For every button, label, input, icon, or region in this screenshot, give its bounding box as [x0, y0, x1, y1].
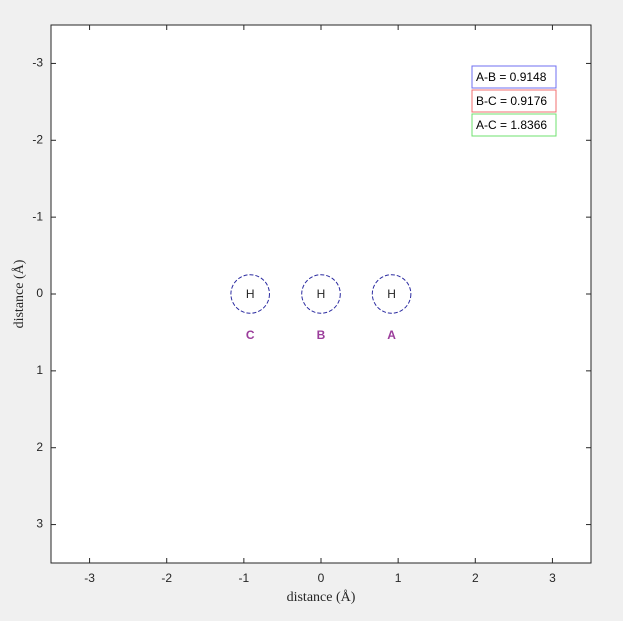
- atom-label: C: [246, 328, 255, 342]
- y-tick-label: -3: [32, 56, 43, 70]
- x-tick-label: 3: [549, 571, 556, 585]
- annotation: B-C = 0.9176: [476, 94, 547, 108]
- atom: [371, 274, 412, 314]
- x-tick-label: -1: [239, 571, 250, 585]
- x-axis-label: distance (Å): [287, 589, 356, 605]
- annotation: A-C = 1.8366: [476, 118, 547, 132]
- y-tick-label: 0: [36, 286, 43, 300]
- atom-symbol: H: [317, 287, 326, 301]
- atom: [301, 274, 341, 314]
- annotation-box: [471, 89, 557, 113]
- annotation: A-B = 0.9148: [476, 70, 547, 84]
- y-tick-label: 2: [36, 440, 43, 454]
- annotation-box: [471, 113, 557, 137]
- y-tick-label: 3: [36, 517, 43, 531]
- x-tick-label: 1: [395, 571, 402, 585]
- x-tick-label: 0: [318, 571, 325, 585]
- atom-symbol: H: [387, 287, 396, 301]
- y-tick-label: -2: [32, 132, 43, 146]
- atom-label: B: [317, 328, 326, 342]
- atom: [230, 274, 270, 314]
- y-tick-label: -1: [32, 209, 43, 223]
- x-tick-label: -3: [84, 571, 95, 585]
- x-tick-label: 2: [472, 571, 479, 585]
- y-tick-label: 1: [36, 363, 43, 377]
- y-axis-label: distance (Å): [11, 259, 27, 328]
- atom-symbol: H: [246, 287, 255, 301]
- x-tick-label: -2: [161, 571, 172, 585]
- annotation-box: [471, 65, 557, 89]
- atom-label: A: [387, 328, 396, 342]
